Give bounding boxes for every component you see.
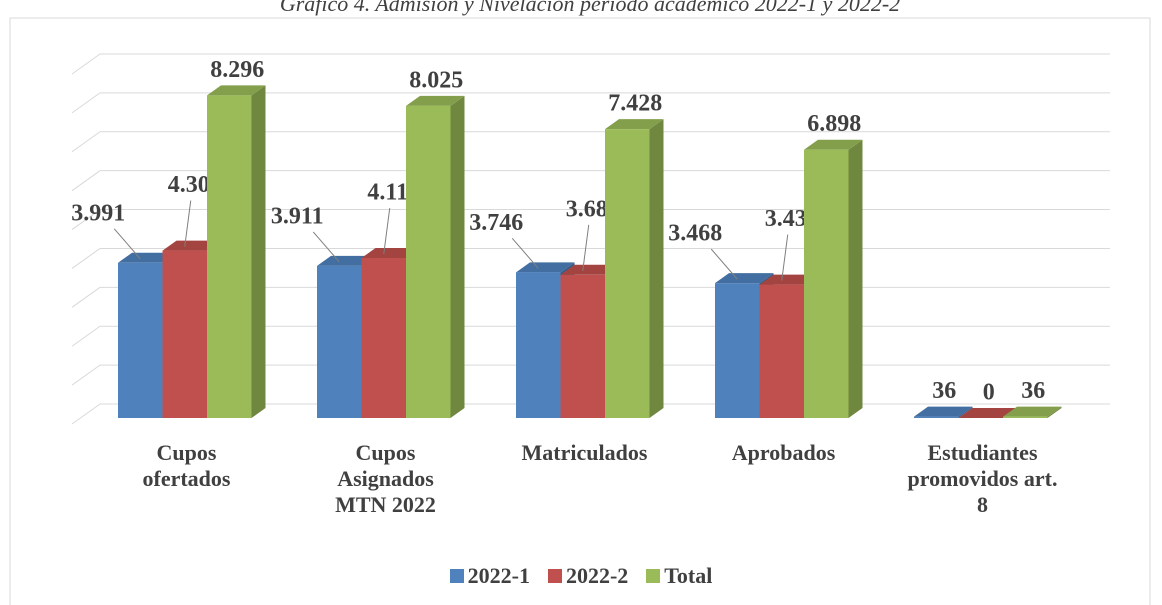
leader-line xyxy=(511,237,539,269)
data-label: 6.898 xyxy=(807,111,861,137)
bar xyxy=(560,274,605,418)
bar xyxy=(118,262,163,418)
legend-label: 2022-1 xyxy=(467,563,530,588)
bar-top xyxy=(804,139,863,150)
bar xyxy=(406,105,451,419)
bar xyxy=(914,416,959,418)
bar-side xyxy=(1047,406,1062,418)
legend-swatch xyxy=(449,569,464,583)
bar-side xyxy=(848,139,863,418)
legend-label: 2022-2 xyxy=(565,563,629,588)
leader-line xyxy=(312,231,340,263)
x-tick-label: Cupos Asignados MTN 2022 xyxy=(335,440,436,517)
data-label: 36 xyxy=(1021,378,1045,404)
bar-top xyxy=(759,274,818,285)
data-label: 3.468 xyxy=(668,221,722,247)
grid-line-side xyxy=(71,209,101,230)
x-tick-label: Aprobados xyxy=(731,440,836,465)
bar xyxy=(317,265,362,418)
leader-line xyxy=(710,248,738,280)
leader-line xyxy=(582,224,590,271)
bar-top xyxy=(162,240,221,251)
data-label: 8.025 xyxy=(409,67,463,93)
bar xyxy=(759,284,804,418)
leader-line xyxy=(113,228,141,260)
data-label: 0 xyxy=(983,380,995,406)
bar-top xyxy=(516,262,575,273)
data-label: 3.746 xyxy=(469,210,523,236)
bar-top xyxy=(1003,406,1062,417)
legend-swatch xyxy=(547,569,562,583)
leader-line xyxy=(383,207,391,255)
bar xyxy=(715,283,760,418)
x-tick-label: Matriculados xyxy=(521,440,648,465)
bar xyxy=(207,95,252,418)
data-label: 36 xyxy=(932,378,956,404)
bar-side xyxy=(649,119,664,418)
legend-label: Total xyxy=(664,563,713,588)
grid-line-side xyxy=(71,131,101,153)
bar-top xyxy=(317,255,376,266)
leader-line xyxy=(781,234,789,281)
data-label: 8.296 xyxy=(210,57,264,83)
bar xyxy=(804,149,849,418)
grid-line-side xyxy=(71,364,101,386)
bar-top xyxy=(560,264,619,275)
data-label: 3.911 xyxy=(271,203,324,229)
bar-side xyxy=(450,95,465,419)
bar-top xyxy=(605,119,664,130)
bar-top xyxy=(118,252,177,263)
bar xyxy=(361,258,406,418)
legend-item: Total xyxy=(646,563,712,589)
bar xyxy=(516,272,561,418)
grid-line-side xyxy=(71,92,101,114)
legend-item: 2022-2 xyxy=(547,563,629,589)
legend-swatch xyxy=(646,569,661,583)
bar-top xyxy=(715,273,774,284)
bar xyxy=(162,250,207,418)
bar xyxy=(1003,416,1048,418)
grid-line-side xyxy=(71,53,101,75)
leader-line xyxy=(184,200,192,247)
data-label: 7.428 xyxy=(608,91,662,117)
bar-side xyxy=(958,406,973,418)
grid-line-side xyxy=(71,403,101,425)
chart-frame xyxy=(9,17,1151,605)
grid-line-side xyxy=(71,248,101,269)
grid-line-side xyxy=(71,325,101,347)
bar-top xyxy=(361,248,420,259)
grid-line-side xyxy=(71,286,101,308)
x-tick-label: Estudiantes promovidos art. 8 xyxy=(907,440,1058,517)
legend: 2022-1 2022-2 Total xyxy=(0,563,1162,589)
x-tick-label: Cupos ofertados xyxy=(142,440,231,491)
bar xyxy=(605,129,650,418)
bar-top xyxy=(958,408,1017,418)
grid-line-side xyxy=(71,170,101,192)
bar-side xyxy=(251,85,266,418)
data-label: 3.991 xyxy=(71,200,125,226)
bar-top xyxy=(914,406,973,417)
bar-top xyxy=(207,85,266,96)
legend-item: 2022-1 xyxy=(449,563,530,589)
bar-top xyxy=(406,95,465,106)
chart-title: Gráfico 4. Admisión y Nivelación período… xyxy=(280,0,900,16)
